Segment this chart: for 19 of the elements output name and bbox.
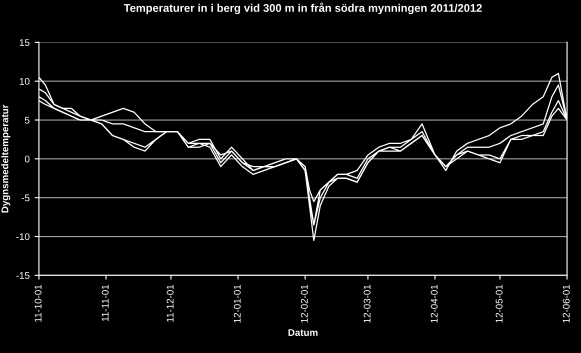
x-tick-label: 12-03-01 <box>364 284 371 323</box>
y-tick-label: -15 <box>16 272 30 279</box>
y-axis-title: Dygnsmedeltemperatur <box>1 104 10 212</box>
y-tick-label: 15 <box>20 39 30 46</box>
x-axis-title: Datum <box>288 329 318 336</box>
y-tick-label: 0 <box>24 156 30 162</box>
x-tick-label: 11-12-01 <box>166 284 174 322</box>
x-tick-label: 12-05-01 <box>496 284 503 323</box>
x-tick-label: 11-10-01 <box>34 284 42 322</box>
x-tick-label: 12-06-01 <box>562 284 570 323</box>
y-tick-label: 10 <box>20 78 30 85</box>
y-tick-label: -5 <box>22 194 30 202</box>
x-tick-label: 12-04-01 <box>430 284 438 323</box>
x-tick-label: 12-02-01 <box>300 284 308 323</box>
x-tick-label: 11-11-01 <box>102 284 109 322</box>
y-tick-label: 5 <box>24 116 30 124</box>
x-tick-label: 12-01-01 <box>234 284 241 323</box>
y-tick-label: -10 <box>16 233 30 240</box>
chart-title: Temperaturer in i berg vid 300 m in från södra mynningen 2011/2012 <box>124 2 482 14</box>
